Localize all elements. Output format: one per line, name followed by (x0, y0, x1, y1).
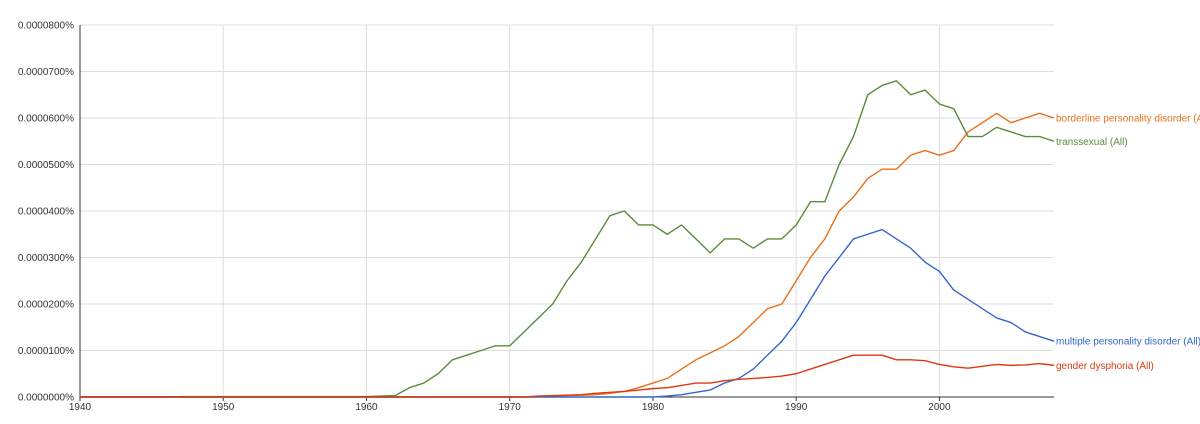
y-tick-label: 0.0000500% (18, 160, 74, 171)
y-tick-label: 0.0000200% (18, 300, 74, 311)
series-label-0[interactable]: borderline personality disorder (All) (1056, 114, 1200, 125)
x-tick-label: 1940 (69, 402, 92, 413)
y-tick-label: 0.0000000% (18, 393, 74, 404)
axis-layer: 0.0000000% 0.0000100% 0.0000200% 0.0000300%… (18, 21, 1054, 413)
x-tick-label: 1980 (642, 402, 665, 413)
series-label-1[interactable]: transsexual (All) (1056, 137, 1128, 148)
series-line-1[interactable] (80, 80, 1055, 398)
x-tick-label: 1990 (785, 402, 808, 413)
y-tick-label: 0.0000400% (18, 207, 74, 218)
series-label-layer: borderline personality disorder (All) tra… (1056, 114, 1200, 372)
series-label-3[interactable]: gender dysphoria (All) (1056, 361, 1154, 372)
y-tick-label: 0.0000600% (18, 114, 74, 125)
series-line-0[interactable] (80, 112, 1055, 398)
x-tick-label: 1950 (212, 402, 235, 413)
x-tick-label: 1960 (355, 402, 378, 413)
x-tick-label: 2000 (928, 402, 951, 413)
series-line-2[interactable] (80, 228, 1055, 398)
y-tick-label: 0.0000700% (18, 67, 74, 78)
y-tick-label: 0.0000800% (18, 21, 74, 32)
y-tick-label: 0.0000100% (18, 346, 74, 357)
series-label-2[interactable]: multiple personality disorder (All) (1056, 337, 1200, 348)
series-layer (80, 80, 1055, 398)
grid-layer (79, 24, 1054, 398)
x-tick-label: 1970 (499, 402, 522, 413)
series-line-3[interactable] (80, 354, 1055, 398)
y-tick-label: 0.0000300% (18, 253, 74, 264)
